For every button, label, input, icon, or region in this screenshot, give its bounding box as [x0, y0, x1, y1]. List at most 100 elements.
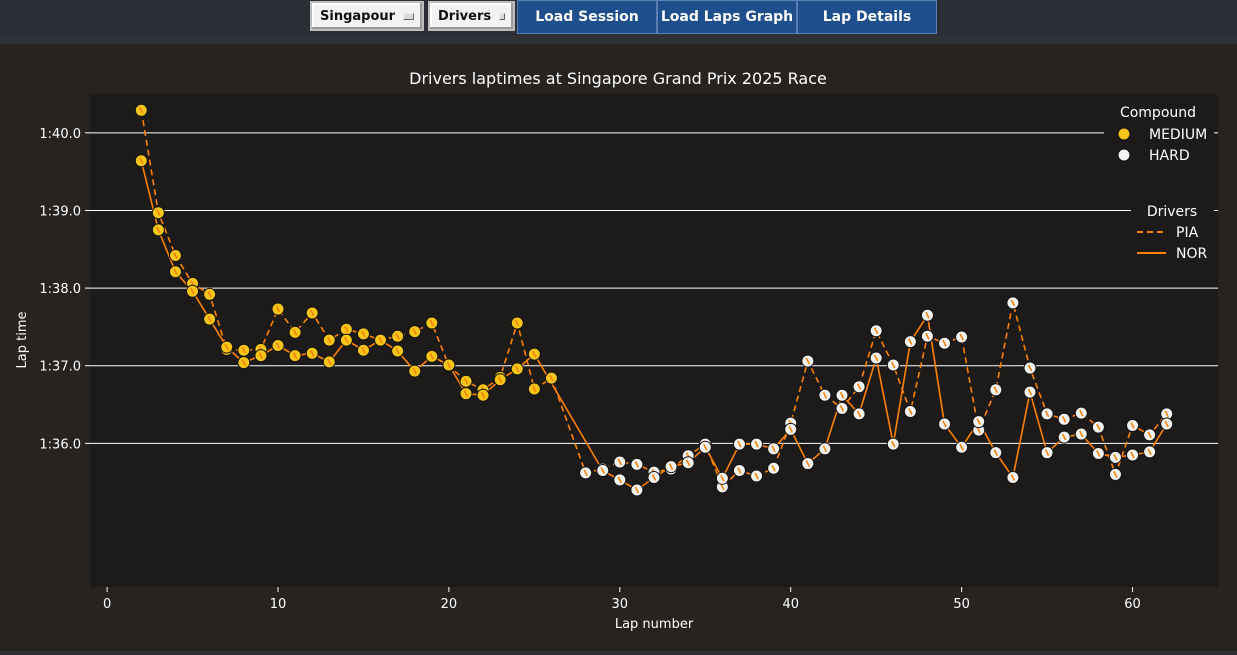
- x-tick-label: 60: [1124, 597, 1141, 612]
- load-session-button[interactable]: Load Session: [517, 0, 657, 34]
- lap-point-overlay-nor: [412, 367, 417, 375]
- load-laps-graph-button[interactable]: Load Laps Graph: [657, 0, 797, 34]
- lap-point-overlay-nor: [1027, 388, 1033, 396]
- lap-point-overlay-pia: [1061, 415, 1067, 423]
- lap-point-overlay-pia: [429, 319, 435, 327]
- lap-point-overlay-nor: [856, 410, 862, 418]
- lap-point-overlay-nor: [805, 460, 811, 467]
- legend-item-nor: NOR: [1176, 246, 1207, 262]
- lap-point-overlay-nor: [634, 486, 640, 494]
- lap-point-overlay-nor: [771, 445, 776, 453]
- lap-point-overlay-nor: [1096, 450, 1101, 457]
- lap-point-overlay-nor: [754, 440, 759, 448]
- lap-point-overlay-pia: [771, 464, 776, 472]
- x-tick-label: 50: [953, 597, 970, 612]
- x-tick-label: 20: [441, 597, 458, 612]
- lap-point-overlay-nor: [463, 390, 469, 398]
- lap-point-overlay-nor: [327, 358, 332, 366]
- lap-point-overlay-pia: [1027, 364, 1033, 372]
- drivers-select[interactable]: Drivers: [428, 1, 515, 31]
- lap-point-overlay-nor: [942, 420, 947, 428]
- lap-point-overlay-nor: [720, 474, 725, 482]
- lap-point-overlay-nor: [891, 440, 896, 448]
- lap-point-overlay-pia: [275, 305, 281, 313]
- lap-point-overlay-nor: [685, 459, 691, 467]
- lap-point-overlay-pia: [1096, 423, 1101, 431]
- drivers-select-label: Drivers: [438, 8, 492, 24]
- lap-point-overlay-nor: [617, 476, 623, 484]
- lap-point-overlay-pia: [891, 361, 896, 369]
- lap-point-overlay-pia: [1079, 409, 1084, 417]
- lap-point-overlay-pia: [344, 325, 349, 333]
- lap-point-overlay-pia: [822, 391, 828, 399]
- lap-point-overlay-nor: [139, 157, 144, 165]
- lap-point-overlay-pia: [1147, 431, 1152, 439]
- lap-point-overlay-nor: [292, 352, 298, 359]
- legend-item-hard: HARD: [1149, 148, 1190, 164]
- lap-point-overlay-pia: [1164, 410, 1169, 418]
- x-tick-label: 0: [103, 597, 111, 612]
- lap-point-overlay-nor: [173, 268, 178, 276]
- lap-point-overlay-pia: [361, 330, 366, 338]
- lap-point-overlay-nor: [241, 359, 247, 366]
- lap-point-overlay-pia: [839, 405, 845, 412]
- lap-point-overlay-nor: [651, 474, 657, 481]
- lap-point-overlay-nor: [480, 391, 486, 399]
- lap-point-overlay-nor: [429, 353, 435, 360]
- lap-point-overlay-pia: [327, 336, 332, 344]
- event-select[interactable]: Singapour: [310, 1, 424, 31]
- lap-point-overlay-nor: [1061, 433, 1067, 441]
- lap-point-overlay-pia: [976, 426, 981, 434]
- lap-point-overlay-nor: [156, 226, 161, 234]
- laptime-chart: Drivers laptimes at Singapore Grand Prix…: [15, 69, 1218, 632]
- lap-point-overlay-pia: [515, 319, 520, 327]
- drivers-legend-box: [1131, 198, 1214, 268]
- lap-point-overlay-pia: [463, 377, 469, 385]
- lap-point-overlay-nor: [668, 463, 674, 471]
- lap-point-overlay-pia: [207, 290, 212, 298]
- lap-point-overlay-nor: [1164, 420, 1169, 428]
- legend-item-pia: PIA: [1176, 225, 1199, 241]
- lap-point-overlay-pia: [549, 374, 554, 382]
- dropdown-indicator-icon: [403, 12, 414, 20]
- lap-point-overlay-nor: [207, 315, 212, 323]
- lap-point-overlay-pia: [241, 346, 247, 354]
- lap-point-overlay-nor: [532, 350, 537, 358]
- lap-point-overlay-pia: [532, 385, 537, 393]
- lap-point-overlay-nor: [993, 449, 999, 457]
- lap-point-overlay-nor: [224, 343, 229, 351]
- x-tick-label: 40: [782, 597, 799, 612]
- x-axis-label: Lap number: [615, 617, 694, 632]
- lap-point-overlay-nor: [258, 352, 264, 359]
- y-tick-label: 1:39.0: [39, 204, 81, 219]
- medium-marker-icon: [1117, 127, 1131, 141]
- lap-details-button[interactable]: Lap Details: [797, 0, 937, 34]
- series-line-nor: [140, 160, 1168, 491]
- lap-point-overlay-nor: [908, 338, 913, 346]
- lap-point-overlay-nor: [1113, 453, 1118, 461]
- lap-point-overlay-pia: [1113, 471, 1118, 478]
- lap-point-overlay-pia: [156, 209, 161, 217]
- lap-point-overlay-pia: [856, 383, 862, 391]
- compound-legend-title: Compound: [1120, 105, 1196, 121]
- lap-point-overlay-nor: [703, 443, 708, 451]
- lap-point-overlay-nor: [190, 287, 195, 295]
- lap-point-overlay-pia: [873, 327, 879, 335]
- lap-point-overlay-pia: [1010, 299, 1016, 307]
- lap-point-overlay-pia: [1044, 410, 1050, 418]
- lap-point-overlay-nor: [275, 342, 281, 349]
- y-axis-label: Lap time: [15, 312, 30, 369]
- lap-point-overlay-nor: [446, 361, 452, 369]
- lap-point-overlay-nor: [1130, 451, 1135, 459]
- lap-point-overlay-nor: [959, 443, 964, 451]
- lap-point-overlay-pia: [292, 328, 298, 336]
- drivers-legend: Drivers PIA NOR: [1131, 198, 1214, 268]
- lap-point-overlay-pia: [634, 460, 640, 468]
- y-tick-label: 1:38.0: [39, 282, 81, 297]
- lap-point-overlay-nor: [378, 336, 383, 344]
- lap-point-overlay-pia: [993, 386, 999, 394]
- lap-point-overlay-pia: [737, 467, 742, 474]
- x-tick-label: 10: [270, 597, 287, 612]
- lap-point-overlay-pia: [720, 483, 725, 491]
- lap-point-overlay-pia: [617, 458, 623, 466]
